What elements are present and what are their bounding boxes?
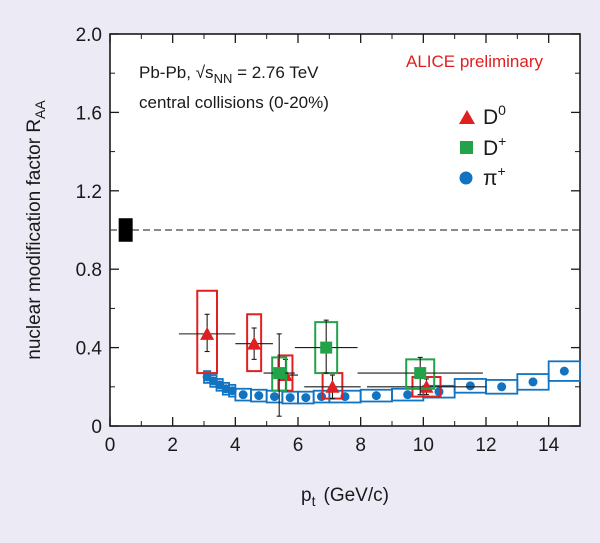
dplus-data-point (320, 341, 333, 354)
y-tick-label: 0.4 (76, 339, 103, 360)
pion-data-point (317, 392, 326, 402)
y-axis-title: nuclear modification factor RAA (24, 100, 48, 360)
pion-data-point (434, 387, 444, 397)
pion-data-point (301, 393, 311, 403)
dplus-data-point (414, 367, 427, 380)
pion-data-point (559, 366, 569, 376)
legend-label-dplus: D+ (483, 133, 506, 160)
pion-data-point (285, 393, 295, 403)
x-tick-label: 6 (293, 435, 304, 456)
legend-label-piplus: π+ (483, 163, 506, 190)
pion-data-point (465, 381, 475, 391)
x-tick-label: 14 (538, 435, 560, 456)
x-tick-label: 12 (475, 435, 496, 456)
legend-marker-piplus (459, 171, 473, 185)
axis-ticks (109, 33, 580, 427)
x-tick-label: 10 (413, 435, 434, 456)
legend-marker-dplus (460, 141, 473, 154)
data-marks (178, 289, 581, 417)
legend: D0 D+ π+ (459, 102, 506, 190)
legend-marker-d0 (459, 110, 475, 124)
x-tick-label: 4 (230, 435, 241, 456)
pion-systematic-box (547, 360, 581, 382)
normalization-uncertainty-box (118, 218, 133, 242)
dplus-data-point (273, 367, 286, 380)
pion-data-point (528, 377, 538, 387)
pion-data-point (227, 386, 237, 396)
collision-system-label: Pb-Pb, √sNN = 2.76 TeV (139, 63, 319, 86)
d0-data-point (247, 336, 262, 350)
x-tick-label: 8 (355, 435, 366, 456)
x-tick-label: 0 (105, 435, 116, 456)
x-axis-title: pt (GeV/c) (301, 485, 389, 509)
preliminary-label: ALICE preliminary (406, 52, 543, 71)
y-tick-label: 1.6 (76, 103, 102, 124)
pion-data-point (403, 390, 413, 400)
y-tick-label: 2.0 (76, 25, 102, 46)
y-tick-label: 0.8 (76, 260, 102, 281)
pion-data-point (371, 391, 381, 401)
pion-systematic-box (516, 373, 550, 391)
pion-data-point (270, 392, 279, 402)
d0-data-point (325, 379, 340, 393)
y-tick-label: 0 (91, 417, 102, 438)
d0-systematic-box (196, 289, 219, 375)
x-tick-label: 2 (167, 435, 178, 456)
pion-data-point (254, 391, 264, 401)
d0-data-point (200, 326, 215, 340)
axis-tick-labels: 0 2 4 6 8 10 12 14 0 0.4 0.8 1.2 1.6 2.0 (76, 25, 560, 456)
y-tick-label: 1.2 (76, 182, 102, 203)
pion-data-point (238, 390, 248, 400)
pion-data-point (497, 382, 507, 392)
centrality-label: central collisions (0-20%) (139, 93, 329, 112)
legend-label-d0: D0 (483, 102, 506, 129)
d0-systematic-box (246, 313, 263, 373)
